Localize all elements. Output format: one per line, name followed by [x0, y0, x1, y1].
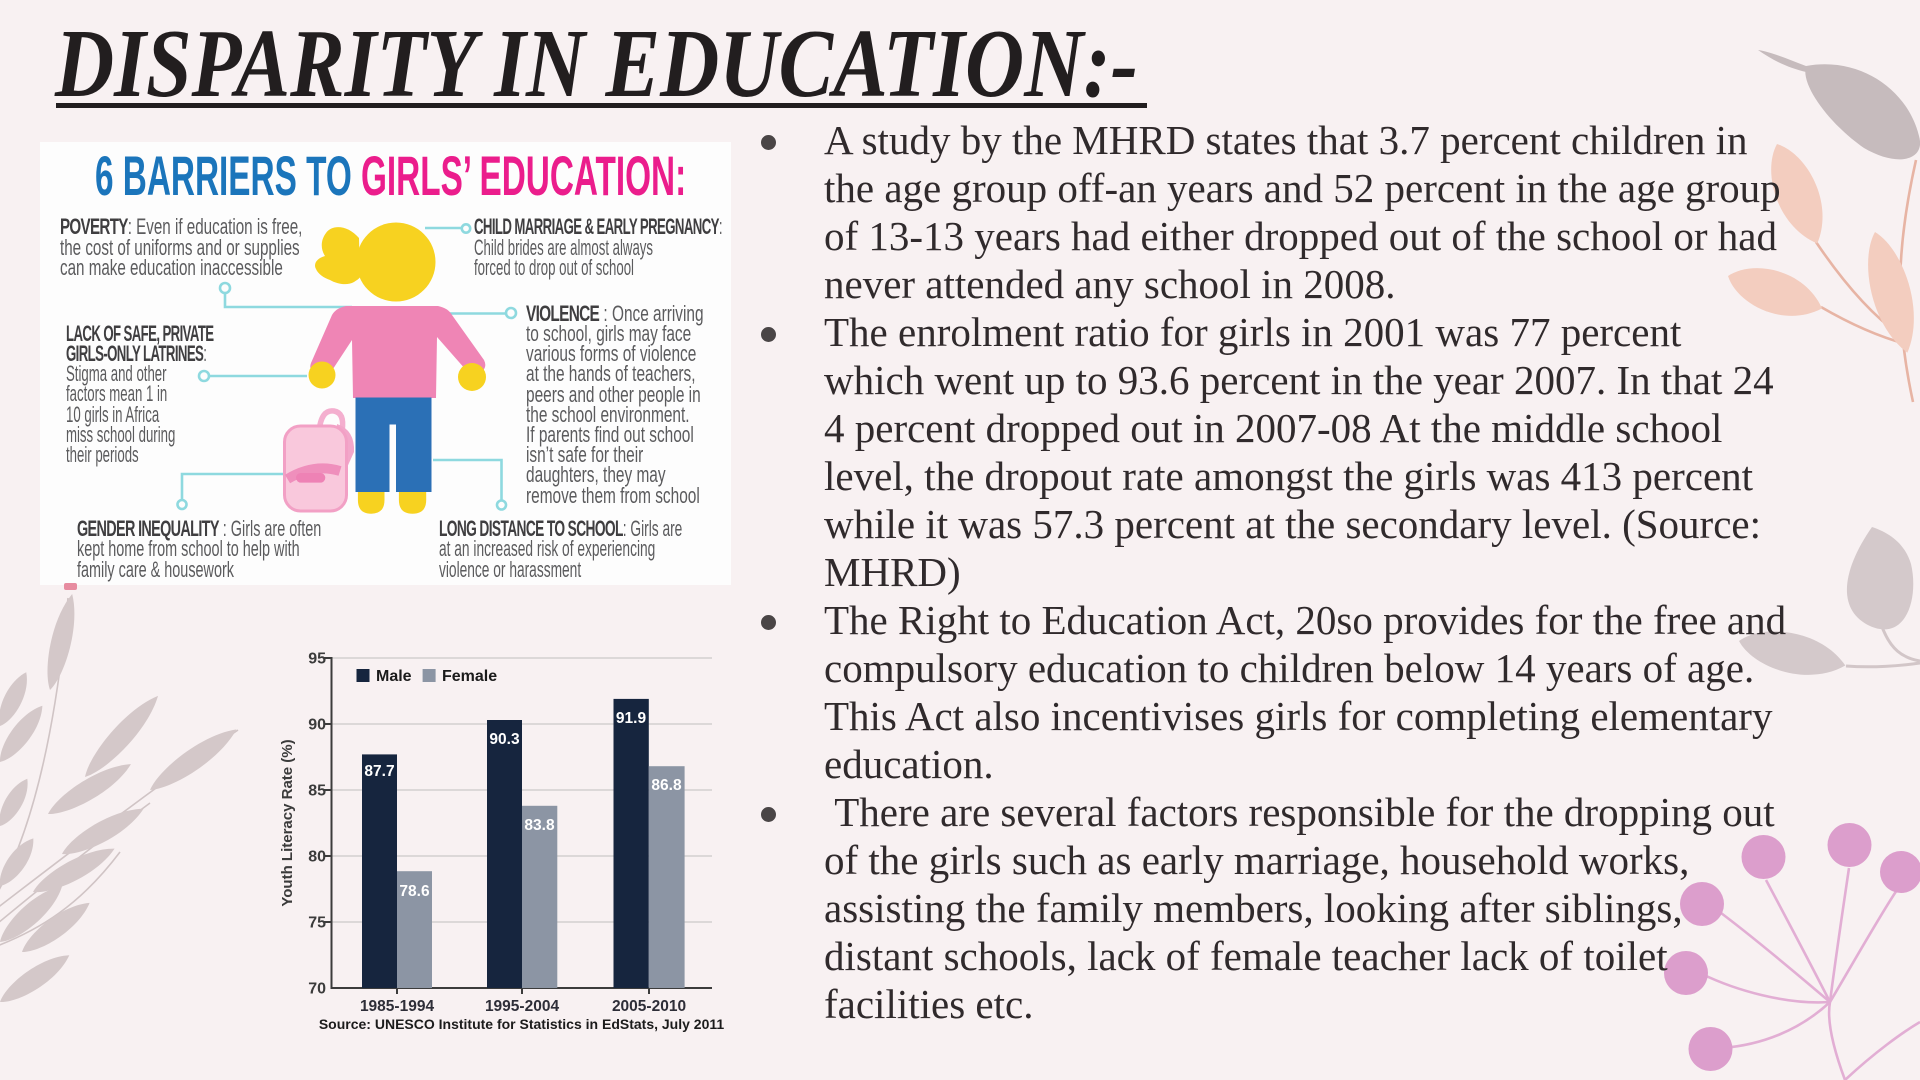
svg-text:1985-1994: 1985-1994 [360, 998, 435, 1015]
svg-text:83.8: 83.8 [524, 817, 555, 834]
svg-text:86.8: 86.8 [651, 777, 682, 794]
svg-text:2005-2010: 2005-2010 [612, 998, 686, 1015]
svg-text:90: 90 [308, 717, 326, 734]
svg-text:91.9: 91.9 [616, 710, 647, 727]
svg-text:70: 70 [308, 981, 326, 998]
svg-text:90.3: 90.3 [489, 731, 520, 748]
svg-text:Source: UNESCO Institute for S: Source: UNESCO Institute for Statistics … [319, 1016, 725, 1032]
svg-text:1995-2004: 1995-2004 [485, 998, 560, 1015]
svg-text:78.6: 78.6 [399, 883, 430, 900]
svg-text:95: 95 [308, 651, 326, 668]
svg-text:75: 75 [308, 915, 326, 932]
svg-text:Youth Literacy Rate (%): Youth Literacy Rate (%) [279, 739, 296, 906]
svg-text:85: 85 [308, 783, 326, 800]
svg-text:80: 80 [308, 849, 326, 866]
svg-text:87.7: 87.7 [364, 763, 394, 780]
svg-text:Male: Male [376, 668, 412, 685]
svg-text:Female: Female [442, 668, 497, 685]
